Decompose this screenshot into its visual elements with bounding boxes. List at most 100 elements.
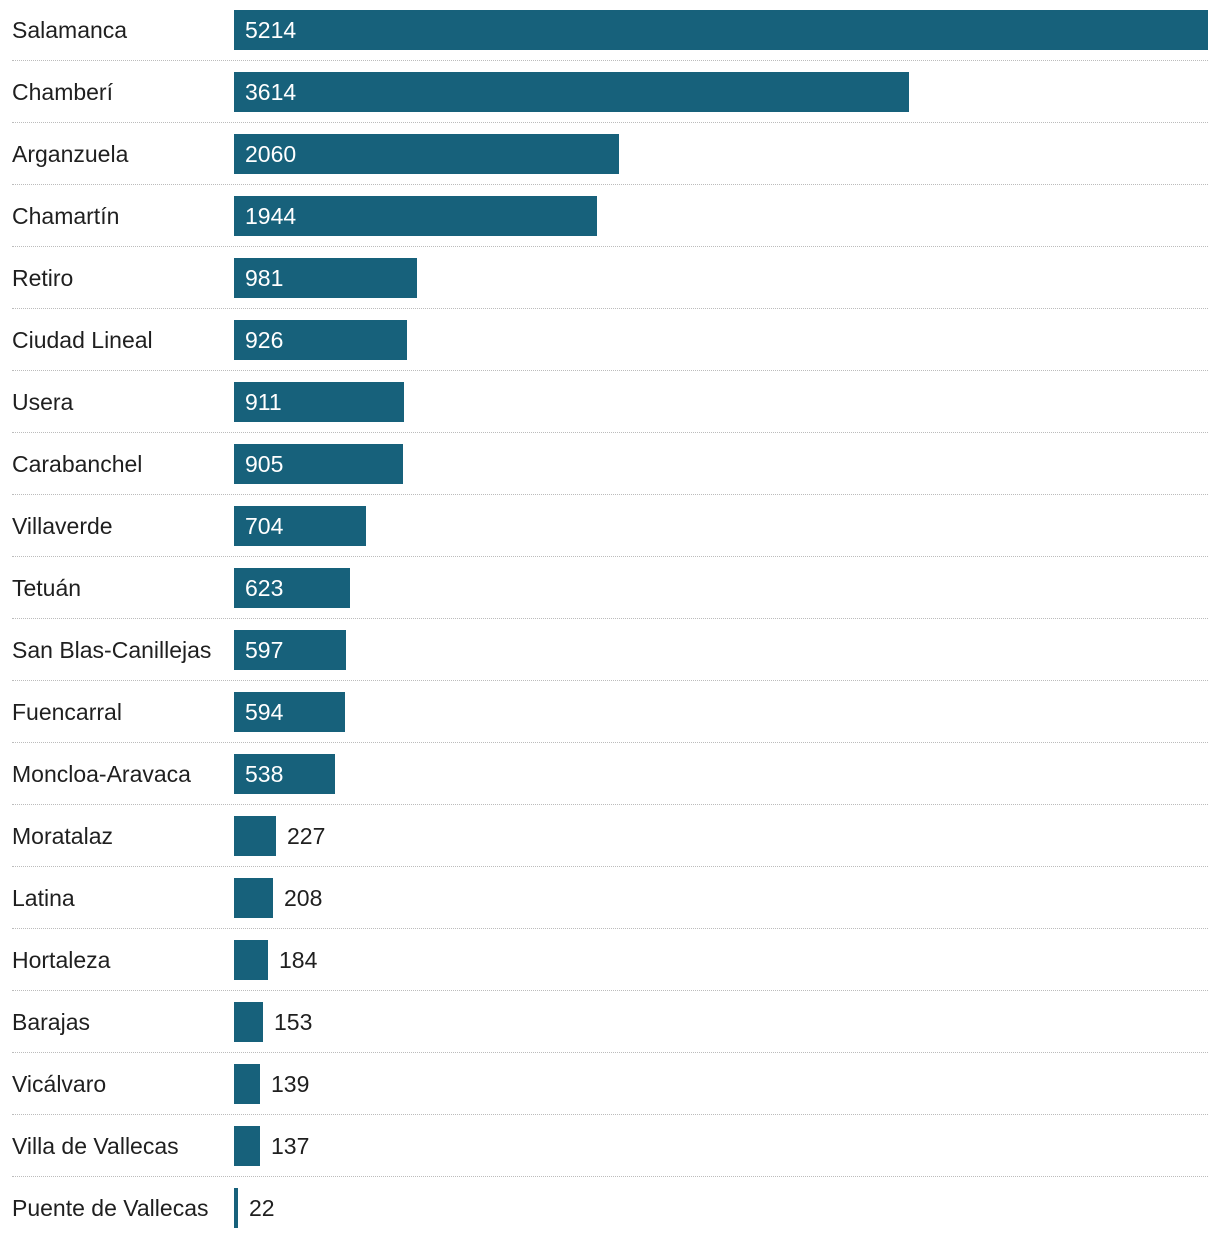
bar-row: Arganzuela 2060	[12, 124, 1208, 186]
value-label: 22	[249, 1195, 275, 1221]
bar	[234, 258, 417, 298]
bar-row: San Blas-Canillejas 597	[12, 620, 1208, 682]
bar	[234, 568, 350, 608]
bar-row: Villa de Vallecas 137	[12, 1116, 1208, 1178]
bar-row: Puente de Vallecas 22	[12, 1178, 1208, 1240]
bar-row: Ciudad Lineal 926	[12, 310, 1208, 372]
bar	[234, 692, 345, 732]
row-divider	[12, 680, 1208, 681]
category-label: Villaverde	[12, 513, 113, 539]
value-label: 2060	[245, 141, 297, 167]
category-label: Barajas	[12, 1009, 90, 1035]
value-label: 597	[245, 637, 284, 663]
bar	[234, 1002, 263, 1042]
category-label: Retiro	[12, 265, 74, 291]
value-label: 3614	[245, 79, 297, 105]
row-divider	[12, 1176, 1208, 1177]
row-divider	[12, 866, 1208, 867]
bar	[234, 134, 619, 174]
value-label: 5214	[245, 17, 297, 43]
bar	[234, 1126, 260, 1166]
category-label: Puente de Vallecas	[12, 1195, 209, 1221]
category-label: Fuencarral	[12, 699, 122, 725]
value-label: 704	[245, 513, 284, 539]
row-divider	[12, 60, 1208, 61]
bar	[234, 444, 403, 484]
bar	[234, 1188, 238, 1228]
category-label: San Blas-Canillejas	[12, 637, 212, 663]
value-label: 153	[274, 1009, 313, 1035]
category-label: Villa de Vallecas	[12, 1133, 179, 1159]
row-divider	[12, 494, 1208, 495]
bar-row: Tetuán 623	[12, 558, 1208, 620]
category-label: Hortaleza	[12, 947, 111, 973]
category-label: Latina	[12, 885, 75, 911]
bar	[234, 382, 404, 422]
value-label: 594	[245, 699, 284, 725]
bar-row: Moncloa-Aravaca 538	[12, 744, 1208, 806]
row-divider	[12, 1052, 1208, 1053]
bar	[234, 72, 909, 112]
value-label: 137	[271, 1133, 310, 1159]
row-divider	[12, 246, 1208, 247]
row-divider	[12, 804, 1208, 805]
value-label: 623	[245, 575, 284, 601]
bar	[234, 816, 276, 856]
row-divider	[12, 928, 1208, 929]
bar	[234, 320, 407, 360]
category-label: Tetuán	[12, 575, 82, 601]
bar	[234, 506, 366, 546]
row-divider	[12, 122, 1208, 123]
value-label: 139	[271, 1071, 310, 1097]
category-label: Salamanca	[12, 17, 128, 43]
bar-row: Moratalaz 227	[12, 806, 1208, 868]
bar-row: Salamanca 5214	[12, 0, 1208, 62]
value-label: 981	[245, 265, 284, 291]
value-label: 227	[287, 823, 326, 849]
bar	[234, 630, 346, 670]
category-label: Chamberí	[12, 79, 113, 105]
category-label: Usera	[12, 389, 74, 415]
row-divider	[12, 556, 1208, 557]
value-label: 926	[245, 327, 284, 353]
category-label: Moratalaz	[12, 823, 113, 849]
row-divider	[12, 370, 1208, 371]
value-label: 911	[245, 389, 282, 415]
bar	[234, 1064, 260, 1104]
row-divider	[12, 618, 1208, 619]
value-label: 538	[245, 761, 284, 787]
bar	[234, 940, 268, 980]
bar-row: Chamartín 1944	[12, 186, 1208, 248]
bar-row: Usera 911	[12, 372, 1208, 434]
bar-row: Barajas 153	[12, 992, 1208, 1054]
bar-row: Chamberí 3614	[12, 62, 1208, 124]
bar	[234, 878, 273, 918]
row-divider	[12, 184, 1208, 185]
bar-row: Carabanchel 905	[12, 434, 1208, 496]
row-divider	[12, 742, 1208, 743]
category-label: Carabanchel	[12, 451, 143, 477]
value-label: 184	[279, 947, 318, 973]
bar-row: Vicálvaro 139	[12, 1054, 1208, 1116]
value-label: 1944	[245, 203, 297, 229]
category-label: Chamartín	[12, 203, 120, 229]
row-divider	[12, 990, 1208, 991]
bar-row: Latina 208	[12, 868, 1208, 930]
category-label: Vicálvaro	[12, 1071, 107, 1097]
bar	[234, 10, 1208, 50]
row-divider	[12, 1114, 1208, 1115]
bar-row: Hortaleza 184	[12, 930, 1208, 992]
value-label: 905	[245, 451, 284, 477]
bar-row: Retiro 981	[12, 248, 1208, 310]
bar	[234, 754, 335, 794]
category-label: Arganzuela	[12, 141, 129, 167]
bar-row: Fuencarral 594	[12, 682, 1208, 744]
row-divider	[12, 308, 1208, 309]
value-label: 208	[284, 885, 323, 911]
row-divider	[12, 432, 1208, 433]
category-label: Moncloa-Aravaca	[12, 761, 191, 787]
bar	[234, 196, 597, 236]
category-label: Ciudad Lineal	[12, 327, 153, 353]
bar-row: Villaverde 704	[12, 496, 1208, 558]
